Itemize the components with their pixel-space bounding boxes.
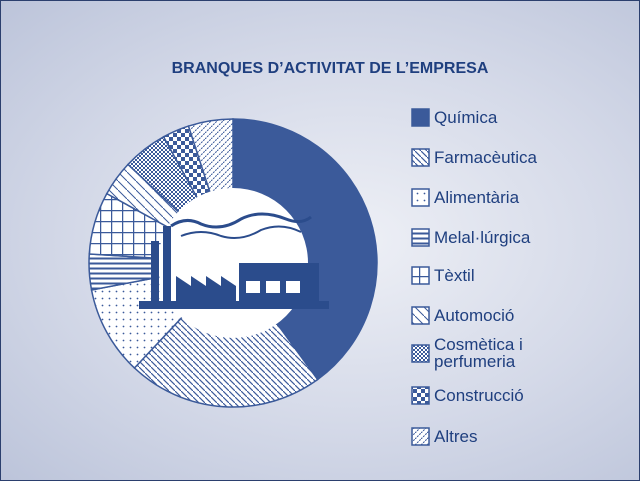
legend-swatch [411, 228, 430, 247]
legend-swatch [411, 427, 430, 446]
legend-label: Alimentària [434, 188, 520, 207]
legend-label: Cosmètica i perfumeria [434, 335, 523, 371]
legend-swatch [411, 108, 430, 127]
legend-label: Melal·lúrgica [434, 228, 531, 247]
chart-title: BRANQUES D’ACTIVITAT DE L’EMPRESA [172, 60, 489, 77]
legend-label: Farmacèutica [434, 148, 537, 167]
legend-swatch [411, 306, 430, 325]
legend-label: Automoció [434, 306, 515, 325]
legend-label: Química [434, 108, 498, 127]
legend-swatch [411, 148, 430, 167]
legend-label: Tèxtil [434, 266, 475, 285]
legend-swatch [411, 386, 430, 405]
legend-swatch [411, 344, 430, 363]
legend-swatch [411, 188, 430, 207]
legend-swatch [411, 266, 430, 285]
legend-label: Altres [434, 427, 478, 446]
legend-label: Construcció [434, 386, 524, 405]
factory-windows [246, 281, 300, 293]
